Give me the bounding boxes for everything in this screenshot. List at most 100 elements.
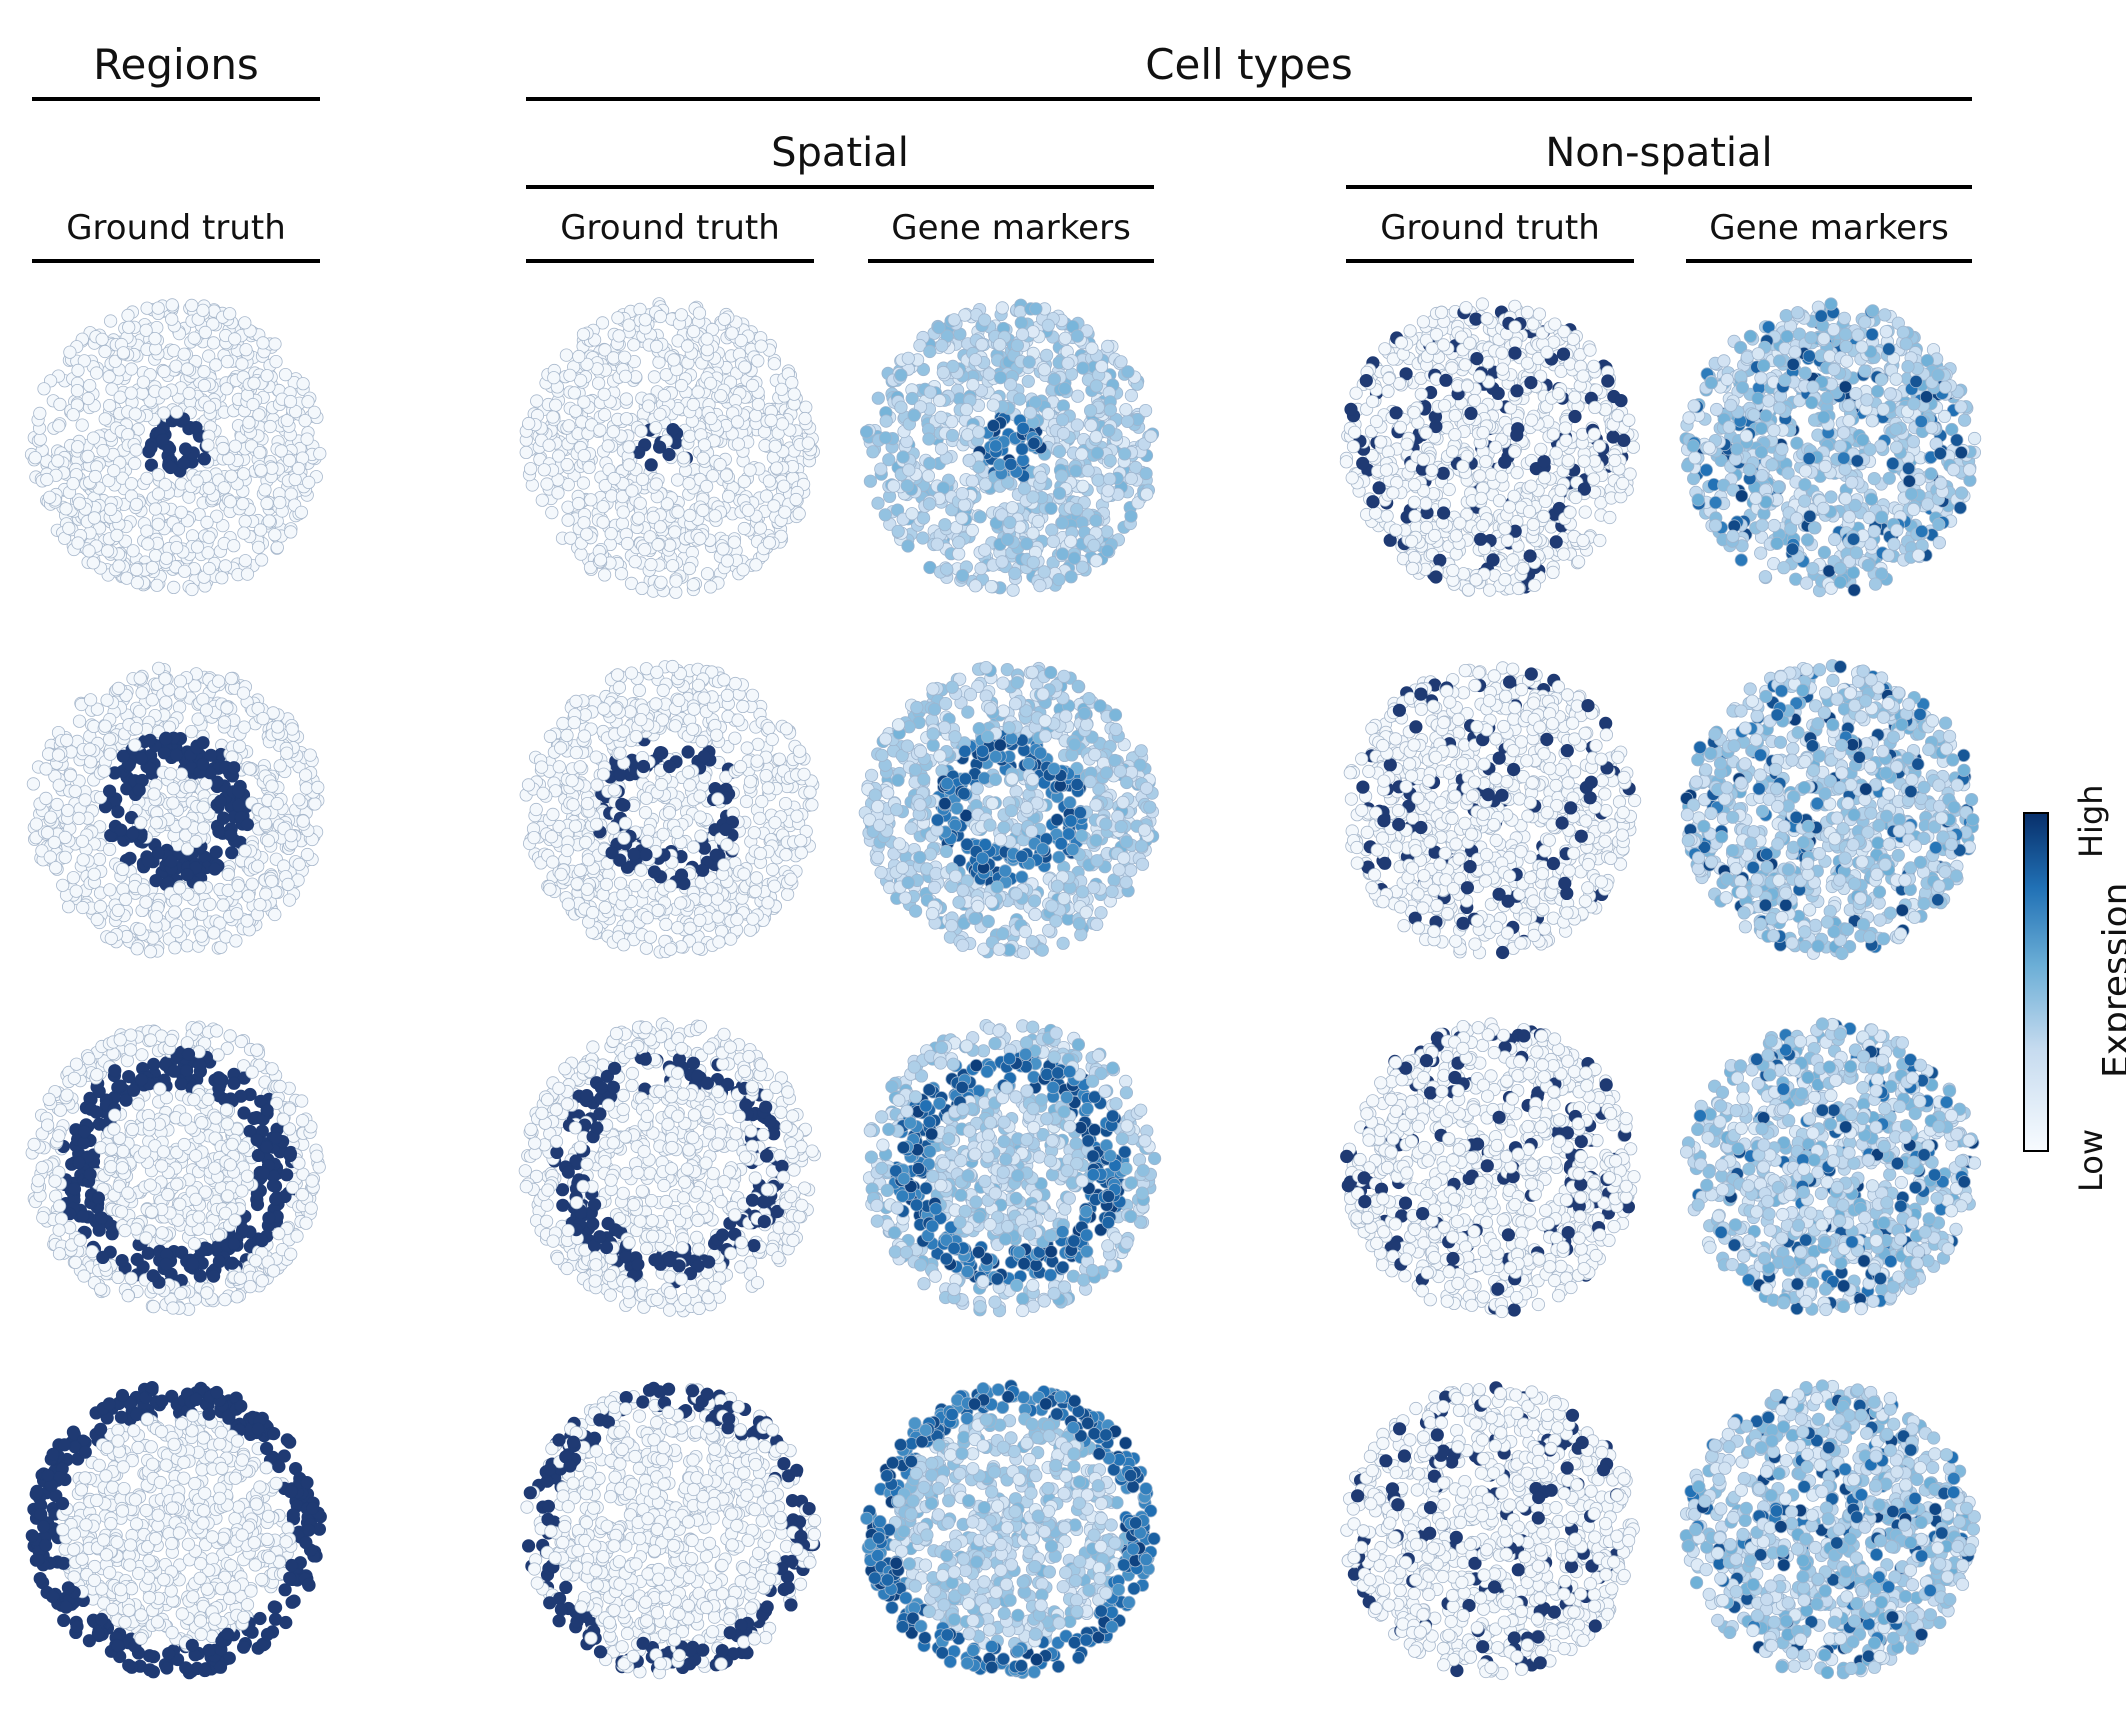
cell-dot (924, 457, 936, 469)
cell-dot (722, 490, 734, 502)
cell-dot (1851, 455, 1863, 467)
cell-dot (186, 583, 198, 595)
cell-dot (771, 462, 783, 474)
cell-dot (541, 478, 553, 490)
cell-dot (1925, 468, 1937, 480)
cell-dot (1875, 373, 1887, 385)
cell-dot (1593, 440, 1605, 452)
cell-dot (285, 488, 297, 500)
cell-dot (958, 499, 970, 511)
cell-dot (152, 302, 164, 314)
cell-dot (670, 575, 682, 587)
cell-dot (1623, 414, 1635, 426)
cell-dot (936, 339, 948, 351)
cell-dot (156, 434, 168, 446)
cell-dot (255, 464, 267, 476)
cell-dot (700, 480, 712, 492)
cell-dot (1731, 443, 1743, 455)
cell-dot (1070, 465, 1082, 477)
cell-dot (598, 388, 610, 400)
cell-dot (191, 541, 203, 553)
cell-dot (1091, 447, 1103, 459)
cell-dot (226, 847, 238, 859)
cell-dot (607, 426, 619, 438)
cell-dot (229, 333, 241, 345)
cell-dot (1839, 328, 1851, 340)
cell-dot (1017, 454, 1029, 466)
cell-dot (1839, 492, 1851, 504)
cell-dot (1748, 409, 1760, 421)
cell-dot (564, 369, 576, 381)
cell-dot (1511, 385, 1523, 397)
cell-dot (1115, 356, 1127, 368)
cell-dot (1460, 302, 1472, 314)
cell-dot (1538, 455, 1550, 467)
cell-dot (1406, 562, 1418, 574)
cell-dot (178, 457, 190, 469)
cell-dot (650, 478, 662, 490)
cell-dot (744, 464, 756, 476)
cell-dot (1817, 502, 1829, 514)
cell-dot (134, 705, 146, 717)
cell-dot (1807, 381, 1819, 393)
cell-dot (225, 470, 237, 482)
cell-dot (198, 453, 210, 465)
cell-dot (562, 514, 574, 526)
cell-dot (623, 459, 635, 471)
cell-dot (1145, 430, 1157, 442)
cell-dot (130, 444, 142, 456)
cell-dot (1588, 428, 1600, 440)
cell-dot (1349, 426, 1361, 438)
cell-dot (274, 496, 286, 508)
cell-dot (953, 536, 965, 548)
cell-dot (1420, 427, 1432, 439)
cell-dot (64, 769, 76, 781)
cell-dot (1390, 524, 1402, 536)
cell-dot (1380, 464, 1392, 476)
cell-dot (548, 372, 560, 384)
disc-plot-r1-c1 (25, 299, 326, 596)
cell-dot (788, 388, 800, 400)
cell-dot (520, 446, 532, 458)
cell-dot (652, 539, 664, 551)
cell-dot (946, 429, 958, 441)
cell-dot (901, 480, 913, 492)
cell-dot (104, 503, 116, 515)
cell-dot (933, 321, 945, 333)
cell-dot (897, 451, 909, 463)
cell-dot (732, 438, 744, 450)
cell-dot (301, 433, 313, 445)
cell-dot (922, 470, 934, 482)
cell-dot (879, 509, 891, 521)
cell-dot (1954, 502, 1966, 514)
cell-dot (1509, 321, 1521, 333)
cell-dot (653, 441, 665, 453)
cell-dot (1861, 394, 1873, 406)
cell-dot (1557, 348, 1569, 360)
cell-dot (125, 363, 137, 375)
cell-dot (71, 384, 83, 396)
cell-dot (1481, 313, 1493, 325)
cell-dot (1077, 362, 1089, 374)
cell-dot (1848, 584, 1860, 596)
cell-dot (1020, 538, 1032, 550)
cell-dot (620, 393, 632, 405)
cell-dot (1968, 432, 1980, 444)
cell-dot (1705, 377, 1717, 389)
cell-dot (956, 569, 968, 581)
cell-dot (1838, 312, 1850, 324)
cell-dot (1437, 467, 1449, 479)
cell-dot (543, 439, 555, 451)
cell-dot (1028, 437, 1040, 449)
cell-dot (1736, 490, 1748, 502)
cell-dot (1555, 484, 1567, 496)
cell-dot (1102, 485, 1114, 497)
cell-dot (738, 522, 750, 534)
cell-dot (1803, 350, 1815, 362)
cell-dot (1786, 543, 1798, 555)
cell-dot (639, 543, 651, 555)
cell-dot (1806, 396, 1818, 408)
cell-dot (217, 442, 229, 454)
cell-dot (171, 406, 183, 418)
cell-dot (935, 411, 947, 423)
